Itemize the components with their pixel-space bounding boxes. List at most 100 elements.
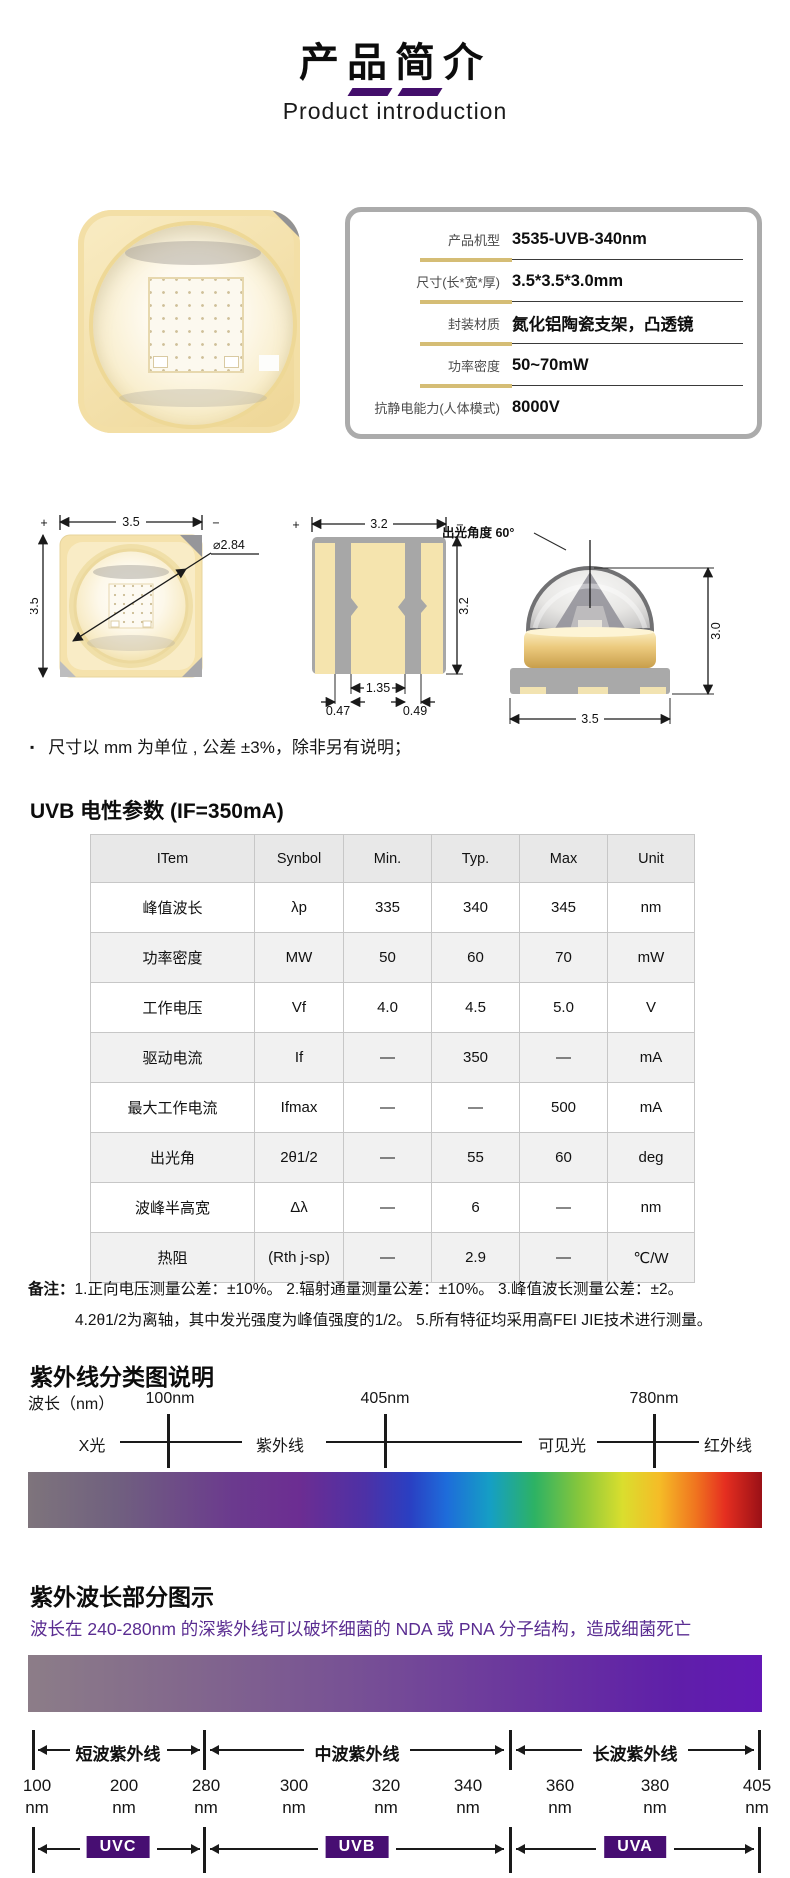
beam-angle-label: 出光角度 60° (442, 525, 514, 540)
spec-value: 3.5*3.5*3.0mm (512, 271, 623, 290)
cell: — (519, 1232, 608, 1283)
cell: 4.5 (431, 982, 520, 1033)
col-header: Typ. (431, 834, 520, 883)
tick-divider (203, 1827, 206, 1873)
dim-pad-gap: 1.35 (366, 681, 390, 695)
table-row: 驱动电流 If —350— mA (90, 1032, 695, 1083)
scale-label: 405 nm (742, 1776, 772, 1817)
drawing-top-view: 3.5 + − 3.5 ⌀2.84 (30, 514, 259, 679)
col-header: Min. (343, 834, 432, 883)
cell: 340 (431, 882, 520, 933)
cell: 4.0 (343, 982, 432, 1033)
tick-divider (32, 1827, 35, 1873)
band-label-ir: 红外线 (703, 1438, 752, 1455)
dimension-note-text: 尺寸以 mm 为单位 , 公差 ±3%，除非另有说明； (48, 738, 411, 757)
polarity-plus: + (292, 518, 299, 532)
scale-label: 280 nm (191, 1776, 221, 1817)
polarity-plus: + (40, 516, 47, 530)
spec-label: 尺寸(长*宽*厚) (416, 274, 500, 290)
lens-reflection (119, 389, 267, 407)
scale-label: 300 nm (279, 1776, 309, 1817)
scale-label: 200 nm (109, 1776, 139, 1817)
tick-label-780nm: 780nm (629, 1390, 679, 1407)
spec-label: 封装材质 (447, 316, 500, 332)
tick-divider (509, 1827, 512, 1873)
tick-divider (32, 1730, 35, 1770)
title-dash-icon (397, 88, 443, 96)
cell: deg (607, 1132, 695, 1183)
scale-label: 340 nm (453, 1776, 483, 1817)
spec-value: 3535-UVB-340nm (512, 229, 647, 248)
cell: mA (607, 1032, 695, 1083)
electrical-table: ITem Synbol Min. Typ. Max Unit 峰值波长 λp 335… (90, 834, 695, 1283)
lens-reflection (125, 241, 261, 265)
cell: Ifmax (254, 1082, 344, 1133)
tick-divider (758, 1827, 761, 1873)
cell: — (343, 1032, 432, 1083)
dim-bottom-width: 3.2 (370, 517, 387, 531)
arrow-line (674, 1848, 754, 1850)
cell: Vf (254, 982, 344, 1033)
spec-row: 产品机型 3535-UVB-340nm (358, 218, 743, 262)
scale-label: 360 nm (545, 1776, 575, 1817)
cell: 2θ1/2 (254, 1132, 344, 1183)
bullet-icon: ▪ (30, 740, 35, 754)
table-row: 出光角 2θ1/2—55 60 deg (90, 1132, 695, 1183)
col-header: ITem (90, 834, 255, 883)
table-row: 工作电压 Vf 4.0 4.5 5.0 V (90, 982, 695, 1033)
scale-label: 380 nm (640, 1776, 670, 1817)
cathode-mark-icon (272, 210, 300, 238)
band-label-mid: 中波紫外线 (314, 1745, 400, 1764)
drawing-side-view: 出光角度 60° 3.0 3.5 (442, 525, 723, 726)
axis-tick (167, 1414, 170, 1468)
dim-gap-left: 0.47 (326, 704, 350, 717)
spec-label: 抗静电能力(人体模式) (374, 400, 500, 416)
dim-lens-diameter: ⌀2.84 (213, 538, 245, 552)
uva-badge: UVA (604, 1836, 666, 1858)
cell: MW (254, 932, 344, 983)
axis-line (120, 1441, 242, 1443)
cell: 60 (431, 932, 520, 983)
cell: — (343, 1132, 432, 1183)
arrow-line (210, 1749, 304, 1751)
col-header: Synbol (254, 834, 344, 883)
uv-partial-title: 紫外波长部分图示 (30, 1584, 214, 1610)
cell: — (431, 1082, 520, 1133)
cell: — (343, 1082, 432, 1133)
spec-value: 50~70mW (512, 355, 589, 374)
cell: — (343, 1182, 432, 1233)
cell: nm (607, 1182, 695, 1233)
spec-label: 产品机型 (447, 232, 500, 248)
table-header-row: ITem Synbol Min. Typ. Max Unit (90, 834, 695, 883)
scale-label: 320 nm (371, 1776, 401, 1817)
cell: ℃/W (607, 1232, 695, 1283)
cell: λp (254, 882, 344, 933)
spec-value: 8000V (512, 397, 560, 416)
uvb-badge: UVB (325, 1836, 389, 1858)
remark-line: 备注：1.正向电压测量公差：±10%。 2.辐射通量测量公差：±10%。 3.峰… (28, 1274, 773, 1305)
cell: Δλ (254, 1182, 344, 1233)
cell: 6 (431, 1182, 520, 1233)
cell: 最大工作电流 (90, 1082, 255, 1133)
cell: nm (607, 882, 695, 933)
cell: — (519, 1032, 608, 1083)
band-label-short: 短波紫外线 (75, 1745, 161, 1764)
col-header: Unit (607, 834, 695, 883)
spec-card: 产品机型 3535-UVB-340nm 尺寸(长*宽*厚) 3.5*3.5*3.… (345, 207, 762, 439)
cell: V (607, 982, 695, 1033)
title-underline (0, 88, 790, 96)
cell: (Rth j-sp) (254, 1232, 344, 1283)
cell: mW (607, 932, 695, 983)
cell: — (343, 1232, 432, 1283)
table-row: 波峰半高宽 Δλ —6— nm (90, 1182, 695, 1233)
polarity-minus: − (456, 518, 463, 532)
cell: 工作电压 (90, 982, 255, 1033)
spec-row: 功率密度 50~70mW (358, 344, 743, 388)
cell: 波峰半高宽 (90, 1182, 255, 1233)
dim-top-height: 3.5 (30, 597, 41, 614)
cell: 峰值波长 (90, 882, 255, 933)
arrow-line (516, 1848, 596, 1850)
visible-spectrum-bar (28, 1472, 762, 1528)
table-row: 最大工作电流 Ifmax — —500 mA (90, 1082, 695, 1133)
band-label-visible: 可见光 (537, 1438, 586, 1455)
